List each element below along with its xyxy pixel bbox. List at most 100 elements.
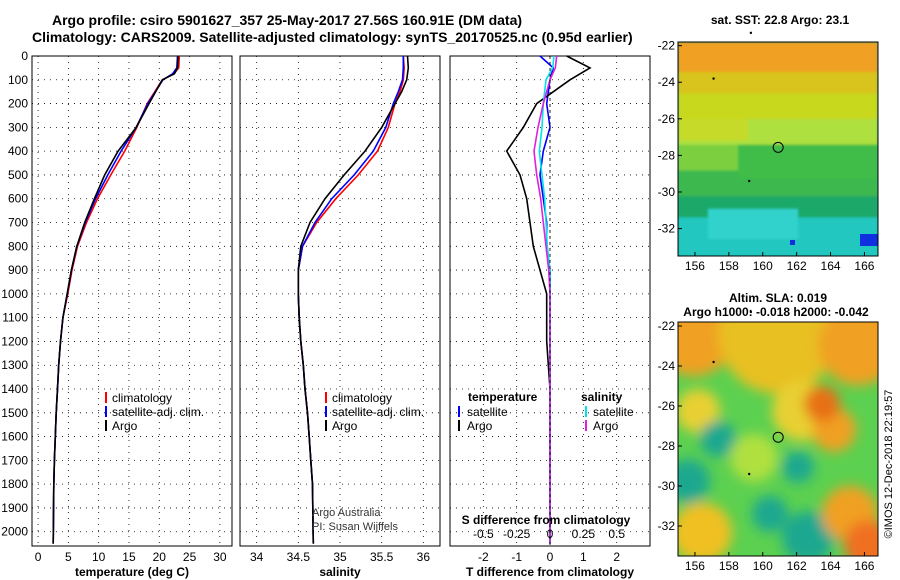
lon-tick-label: 166 bbox=[854, 559, 874, 573]
series-line-argo bbox=[52, 55, 179, 544]
x-tick-label: 0 bbox=[547, 550, 554, 564]
field-bands bbox=[678, 42, 878, 256]
lat-tick-label: -24 bbox=[658, 359, 676, 373]
lat-tick-label: -22 bbox=[658, 319, 676, 333]
series-line-climatology bbox=[52, 55, 181, 544]
credit-line: Argo Australia bbox=[312, 507, 381, 519]
lat-tick-label: -30 bbox=[658, 185, 676, 199]
panel-salinity: 34 34.5 35 35.5 36 salinity climatologysatelli… bbox=[239, 55, 441, 579]
island-marker bbox=[747, 472, 751, 476]
island-marker bbox=[749, 310, 753, 314]
field-blob bbox=[804, 385, 840, 422]
lon-tick-label: 160 bbox=[753, 259, 773, 273]
lon-tick-label: 158 bbox=[719, 259, 739, 273]
x-tick-label: 10 bbox=[92, 550, 106, 564]
depth-tick-label: 100 bbox=[8, 73, 28, 87]
map-field bbox=[678, 42, 878, 256]
x-tick-label: 20 bbox=[153, 550, 167, 564]
field-patch bbox=[790, 240, 795, 245]
depth-tick-label: 500 bbox=[8, 168, 28, 182]
series-line-salinity-argo bbox=[533, 55, 558, 544]
x-tick-label: 35 bbox=[333, 550, 347, 564]
field-patch bbox=[860, 234, 878, 246]
depth-tick-label: 1400 bbox=[1, 382, 28, 396]
depth-tick-label: 1700 bbox=[1, 453, 28, 467]
field-blob bbox=[782, 451, 814, 484]
depth-tick-label: 300 bbox=[8, 120, 28, 134]
x-tick-label: 34.5 bbox=[287, 550, 311, 564]
depth-tick-label: 200 bbox=[8, 97, 28, 111]
map-title: Altim. SLA: 0.019 bbox=[729, 291, 827, 305]
x-tick-label-secondary: 0 bbox=[547, 527, 554, 541]
argo-position-marker bbox=[772, 431, 784, 443]
depth-tick-label: 1000 bbox=[1, 287, 28, 301]
field-patch bbox=[678, 119, 748, 141]
field-blobs bbox=[678, 322, 878, 556]
depth-tick-label: 0 bbox=[21, 49, 28, 63]
x-tick-label: 25 bbox=[183, 550, 197, 564]
lon-tick-label: 158 bbox=[719, 559, 739, 573]
lon-tick-label: 160 bbox=[753, 559, 773, 573]
argo-position-marker bbox=[772, 141, 784, 153]
lat-tick-label: -28 bbox=[658, 439, 676, 453]
lat-tick-label: -30 bbox=[658, 479, 676, 493]
field-patch bbox=[708, 208, 798, 239]
legend-label: climatology bbox=[332, 391, 392, 405]
lon-tick-label: 162 bbox=[787, 259, 807, 273]
x-tick-label-secondary: -0.5 bbox=[473, 527, 494, 541]
lat-tick-label: -26 bbox=[658, 112, 676, 126]
series-line-climatology bbox=[297, 55, 406, 544]
field-band bbox=[678, 71, 878, 95]
field-blob bbox=[752, 495, 788, 532]
x-tick-label: 36 bbox=[417, 550, 431, 564]
field-blob bbox=[730, 433, 778, 482]
x-tick-label: 1 bbox=[580, 550, 587, 564]
x-tick-label: 0 bbox=[35, 550, 42, 564]
credit-line: PI: Susan Wijffels bbox=[312, 521, 398, 533]
legend-label: Argo bbox=[332, 419, 358, 433]
x-tick-label: -2 bbox=[478, 550, 489, 564]
lat-tick-label: -28 bbox=[658, 148, 676, 162]
field-blob bbox=[844, 520, 878, 556]
x-tick-label: -1 bbox=[511, 550, 522, 564]
depth-tick-label: 1200 bbox=[1, 334, 28, 348]
legend-label: Argo bbox=[112, 419, 138, 433]
map-title: sat. SST: 22.8 Argo: 23.1 bbox=[711, 13, 850, 27]
field-blob bbox=[718, 322, 838, 394]
plot-frame bbox=[31, 55, 233, 547]
depth-tick-label: 2000 bbox=[1, 525, 28, 539]
lon-tick-label: 166 bbox=[854, 259, 874, 273]
plot-frame bbox=[239, 55, 441, 547]
map-sst-map: 156 158 160 162 164 166 -22 -24 -26 -28 -30 -32 bbox=[658, 31, 879, 273]
map-field bbox=[678, 322, 878, 556]
lat-tick-label: -22 bbox=[658, 39, 676, 53]
series-line-argo bbox=[297, 55, 410, 544]
field-blob bbox=[678, 459, 710, 504]
depth-tick-label: 700 bbox=[8, 216, 28, 230]
legend-label: climatology bbox=[112, 391, 172, 405]
island-marker bbox=[747, 179, 751, 183]
x-tick-label: 15 bbox=[122, 550, 136, 564]
footer-credit: ©IMOS 12-Dec-2018 22:19:57 bbox=[883, 390, 895, 539]
lat-tick-label: -26 bbox=[658, 399, 676, 413]
x-axis-label-secondary: S difference from climatology bbox=[462, 513, 631, 527]
island-marker bbox=[712, 77, 715, 80]
figure-title: Argo profile: csiro 5901627_357 25-May-2… bbox=[52, 12, 523, 28]
map-frame bbox=[677, 41, 879, 257]
depth-tick-label: 1300 bbox=[1, 358, 28, 372]
depth-tick-label: 900 bbox=[8, 263, 28, 277]
legend-heading: temperature bbox=[468, 390, 538, 404]
x-axis-label: T difference from climatology bbox=[466, 565, 634, 579]
depth-tick-label: 1100 bbox=[2, 311, 28, 325]
depth-tick-label: 1600 bbox=[1, 430, 28, 444]
x-axis-label: temperature (deg C) bbox=[75, 565, 189, 579]
x-tick-label: 5 bbox=[65, 550, 72, 564]
field-blob bbox=[700, 421, 736, 457]
depth-tick-label: 1500 bbox=[1, 406, 28, 420]
panel-temperature: 0100200300400500600700800900100011001200… bbox=[1, 49, 233, 579]
x-tick-label-secondary: -0.25 bbox=[503, 527, 531, 541]
lon-tick-label: 156 bbox=[685, 559, 705, 573]
series-line-satellite-adj-clim- bbox=[52, 55, 179, 544]
lat-tick-label: -32 bbox=[658, 519, 676, 533]
legend-label: satellite-adj. clim. bbox=[332, 405, 424, 419]
